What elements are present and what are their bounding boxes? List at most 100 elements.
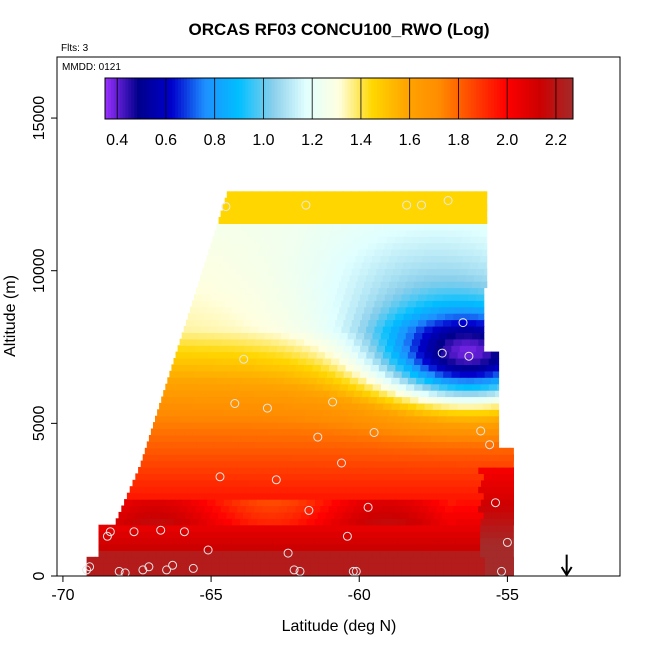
heatmap-cell <box>397 460 407 468</box>
heatmap-cell <box>378 390 388 398</box>
heatmap-cell <box>264 524 274 532</box>
heatmap-cell <box>305 204 315 212</box>
heatmap-cell <box>300 402 310 410</box>
heatmap-cell <box>430 524 440 532</box>
heatmap-cell <box>289 409 299 417</box>
heatmap-cell <box>198 383 208 391</box>
heatmap-cell <box>198 479 208 487</box>
heatmap-cell <box>298 460 308 468</box>
heatmap-cell <box>375 473 385 481</box>
heatmap-cell <box>276 242 286 250</box>
observation-point <box>491 498 500 508</box>
heatmap-cell <box>258 326 268 333</box>
heatmap-cell <box>345 261 355 269</box>
heatmap-cell <box>345 441 355 449</box>
heatmap-cell <box>241 274 251 282</box>
heatmap-cell <box>505 524 514 532</box>
heatmap-cell <box>372 358 382 365</box>
heatmap-cell <box>301 191 311 199</box>
heatmap-cell <box>460 563 469 571</box>
heatmap-cell <box>254 390 264 398</box>
heatmap-cell <box>420 505 429 513</box>
heatmap-cell <box>409 492 418 500</box>
heatmap-cell <box>345 390 355 398</box>
heatmap-cell <box>248 518 258 526</box>
heatmap-cell <box>332 274 342 282</box>
heatmap-cell <box>352 563 361 571</box>
colorbar-segment <box>277 78 281 119</box>
colorbar-segment <box>178 78 182 119</box>
heatmap-cell <box>223 518 233 526</box>
heatmap-cell <box>464 499 474 507</box>
heatmap-cell <box>287 390 297 398</box>
colorbar-segment <box>453 78 457 119</box>
heatmap-cell <box>384 293 394 301</box>
heatmap-cell <box>367 191 377 199</box>
heatmap-cell <box>156 543 166 551</box>
heatmap-cell <box>124 499 133 507</box>
heatmap-cell <box>392 511 402 519</box>
heatmap-cell <box>495 441 500 449</box>
heatmap-cell <box>126 492 136 500</box>
heatmap-cell <box>341 300 351 308</box>
heatmap-cell <box>347 281 357 289</box>
heatmap-cell <box>184 402 193 410</box>
colorbar-segment <box>499 78 504 119</box>
heatmap-cell <box>181 409 191 417</box>
heatmap-cell <box>353 287 363 295</box>
heatmap-cell <box>264 409 274 417</box>
heatmap-cell <box>391 326 400 333</box>
heatmap-cell <box>316 326 326 333</box>
heatmap-cell <box>163 415 173 423</box>
heatmap-cell <box>243 345 253 353</box>
heatmap-cell <box>451 569 461 576</box>
heatmap-cell <box>361 210 371 218</box>
heatmap-cell <box>252 396 262 404</box>
heatmap-cell <box>339 332 349 340</box>
heatmap-cell <box>387 467 396 474</box>
colorbar-segment <box>283 78 287 119</box>
heatmap-cell <box>384 492 393 500</box>
heatmap-cell <box>410 569 420 576</box>
heatmap-cell <box>474 300 483 308</box>
heatmap-cell <box>310 370 320 378</box>
heatmap-cell <box>293 345 303 353</box>
heatmap-cell <box>270 486 280 494</box>
colorbar-tick-label: 2.2 <box>545 132 567 149</box>
heatmap-cell <box>244 422 254 430</box>
heatmap-cell <box>301 268 311 276</box>
heatmap-cell <box>307 223 317 231</box>
heatmap-cell <box>281 518 291 526</box>
heatmap-cell <box>218 242 228 250</box>
heatmap-cell <box>237 390 247 398</box>
heatmap-cell <box>455 518 465 526</box>
heatmap-cell <box>341 377 351 385</box>
heatmap-cell <box>281 281 290 289</box>
heatmap-cell <box>338 204 348 212</box>
heatmap-cell <box>295 261 305 269</box>
heatmap-cell <box>323 518 332 526</box>
heatmap-cell <box>360 345 369 353</box>
colorbar-segment <box>520 78 524 119</box>
heatmap-cell <box>431 499 440 507</box>
heatmap-cell <box>186 370 195 378</box>
heatmap-cell <box>390 223 400 231</box>
heatmap-cell <box>476 396 486 404</box>
heatmap-cell <box>325 454 335 462</box>
heatmap-cell <box>282 197 292 205</box>
heatmap-cell <box>342 473 352 481</box>
heatmap-cell <box>231 518 241 526</box>
heatmap-cell <box>431 460 440 468</box>
heatmap-cell <box>192 351 201 359</box>
heatmap-cell <box>210 319 220 327</box>
heatmap-cell <box>243 492 252 500</box>
heatmap-cell <box>448 249 458 256</box>
heatmap-cell <box>177 345 187 353</box>
heatmap-cell <box>334 191 344 199</box>
heatmap-cell <box>260 396 270 404</box>
colorbar-segment <box>110 78 115 119</box>
heatmap-cell <box>458 454 467 462</box>
heatmap-cell <box>148 518 158 526</box>
heatmap-cell <box>354 390 363 398</box>
heatmap-cell <box>304 364 314 372</box>
